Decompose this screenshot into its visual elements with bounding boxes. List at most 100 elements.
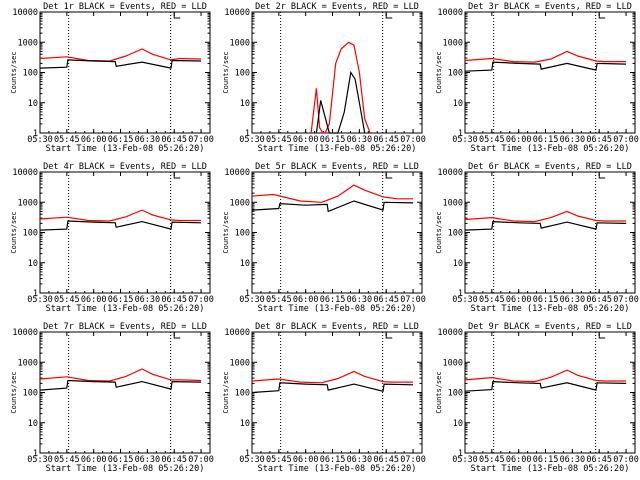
y-tick-label: 1000 [18, 198, 38, 208]
x-axis-label: Start Time (13-Feb-08 05:26:20) [471, 304, 630, 314]
x-tick-label: 06:15 [533, 135, 559, 145]
events-series-line [464, 380, 627, 392]
y-axis-label: Counts/sec [10, 51, 18, 93]
detector-plot-3: Det 3r BLACK = Events, RED = LLD 1 10 100 10… [435, 2, 639, 154]
x-tick-label: 07:00 [400, 455, 426, 465]
lld-series-line [251, 370, 414, 384]
plot-frame [39, 331, 211, 454]
x-axis-label: Start Time (13-Feb-08 05:26:20) [258, 144, 417, 154]
x-tick-label: 05:45 [479, 455, 505, 465]
y-tick-label: 10000 [437, 328, 463, 338]
x-tick-label: 06:15 [320, 135, 346, 145]
events-series-line [251, 382, 414, 394]
x-tick-label: 06:30 [560, 135, 586, 145]
interval-bracket [173, 173, 181, 179]
y-tick-label: 10 [28, 419, 38, 429]
plot-frame [39, 11, 211, 134]
lld-series-line [251, 184, 414, 203]
lld-series-line [464, 210, 627, 223]
y-tick-label: 100 [23, 389, 38, 399]
x-axis-label: Start Time (13-Feb-08 05:26:20) [46, 144, 205, 154]
x-tick-label: 06:45 [586, 295, 612, 305]
x-axis-label: Start Time (13-Feb-08 05:26:20) [46, 464, 205, 474]
y-tick-label: 1000 [443, 198, 463, 208]
x-axis-label: Start Time (13-Feb-08 05:26:20) [471, 464, 630, 474]
plot-title: Det 5r BLACK = Events, RED = LLD [255, 162, 419, 172]
y-tick-label: 100 [23, 229, 38, 239]
plot-title: Det 3r BLACK = Events, RED = LLD [468, 2, 632, 12]
y-tick-label: 1 [458, 449, 463, 459]
plot-title: Det 1r BLACK = Events, RED = LLD [43, 2, 207, 12]
events-series-line [39, 379, 202, 391]
x-tick-label: 06:45 [586, 135, 612, 145]
x-tick-label: 07:00 [613, 135, 639, 145]
x-axis-label: Start Time (13-Feb-08 05:26:20) [258, 304, 417, 314]
x-tick-label: 06:45 [586, 455, 612, 465]
lld-series-line [39, 209, 202, 222]
y-axis-label: Counts/sec [222, 371, 230, 413]
y-tick-label: 10 [28, 99, 38, 109]
x-tick-label: 07:00 [188, 135, 214, 145]
plot-frame [464, 171, 636, 294]
events-series-line [39, 220, 202, 231]
y-tick-label: 10 [240, 419, 250, 429]
interval-bracket [173, 13, 181, 19]
lld-series-line [464, 50, 627, 63]
x-tick-label: 05:30 [452, 135, 478, 145]
events-series-line [39, 59, 202, 69]
y-tick-label: 1 [33, 449, 38, 459]
x-tick-label: 05:45 [266, 135, 292, 145]
detector-plot-6: Det 6r BLACK = Events, RED = LLD 1 10 100 10… [435, 162, 639, 314]
y-tick-label: 10 [453, 419, 463, 429]
y-tick-label: 1000 [230, 198, 250, 208]
x-tick-label: 06:00 [81, 295, 107, 305]
x-tick-label: 06:30 [347, 295, 373, 305]
x-tick-label: 05:30 [27, 455, 53, 465]
x-tick-label: 05:45 [479, 135, 505, 145]
plot-title: Det 9r BLACK = Events, RED = LLD [468, 322, 632, 332]
lld-series-line [39, 48, 202, 62]
plot-title: Det 6r BLACK = Events, RED = LLD [468, 162, 632, 172]
x-tick-label: 06:45 [373, 295, 399, 305]
x-tick-label: 05:45 [479, 295, 505, 305]
y-tick-label: 100 [23, 69, 38, 79]
x-tick-label: 06:45 [161, 295, 187, 305]
y-tick-label: 10 [28, 259, 38, 269]
y-axis-label: Counts/sec [435, 371, 443, 413]
plot-title: Det 4r BLACK = Events, RED = LLD [43, 162, 207, 172]
x-tick-label: 05:45 [54, 295, 80, 305]
interval-bracket [598, 173, 606, 179]
plot-title: Det 7r BLACK = Events, RED = LLD [43, 322, 207, 332]
x-tick-label: 05:30 [27, 135, 53, 145]
y-tick-label: 10000 [437, 168, 463, 178]
x-tick-label: 06:15 [320, 455, 346, 465]
x-tick-label: 06:15 [533, 455, 559, 465]
y-tick-label: 10000 [224, 168, 250, 178]
y-tick-label: 10 [453, 259, 463, 269]
y-tick-label: 10 [240, 99, 250, 109]
x-tick-label: 05:30 [452, 295, 478, 305]
interval-bracket [385, 333, 393, 339]
y-tick-label: 1 [33, 129, 38, 139]
x-tick-label: 06:30 [347, 455, 373, 465]
detector-plot-1: Det 1r BLACK = Events, RED = LLD 1 10 100 10… [10, 2, 214, 154]
x-tick-label: 06:00 [506, 455, 532, 465]
x-tick-label: 05:30 [27, 295, 53, 305]
plot-title: Det 2r BLACK = Events, RED = LLD [255, 2, 419, 12]
events-series-line [464, 61, 627, 72]
x-tick-label: 05:30 [239, 455, 265, 465]
x-tick-label: 07:00 [400, 135, 426, 145]
y-axis-label: Counts/sec [435, 211, 443, 253]
y-tick-label: 100 [235, 69, 250, 79]
detector-plot-8: Det 8r BLACK = Events, RED = LLD 1 10 100 10… [222, 322, 426, 474]
x-tick-label: 06:30 [135, 295, 161, 305]
lld-series-line [310, 41, 371, 134]
x-tick-label: 06:45 [373, 455, 399, 465]
x-tick-label: 05:30 [239, 135, 265, 145]
x-tick-label: 05:45 [54, 135, 80, 145]
y-tick-label: 1000 [443, 358, 463, 368]
x-tick-label: 06:45 [373, 135, 399, 145]
plot-frame [39, 171, 211, 294]
y-axis-label: Counts/sec [10, 211, 18, 253]
